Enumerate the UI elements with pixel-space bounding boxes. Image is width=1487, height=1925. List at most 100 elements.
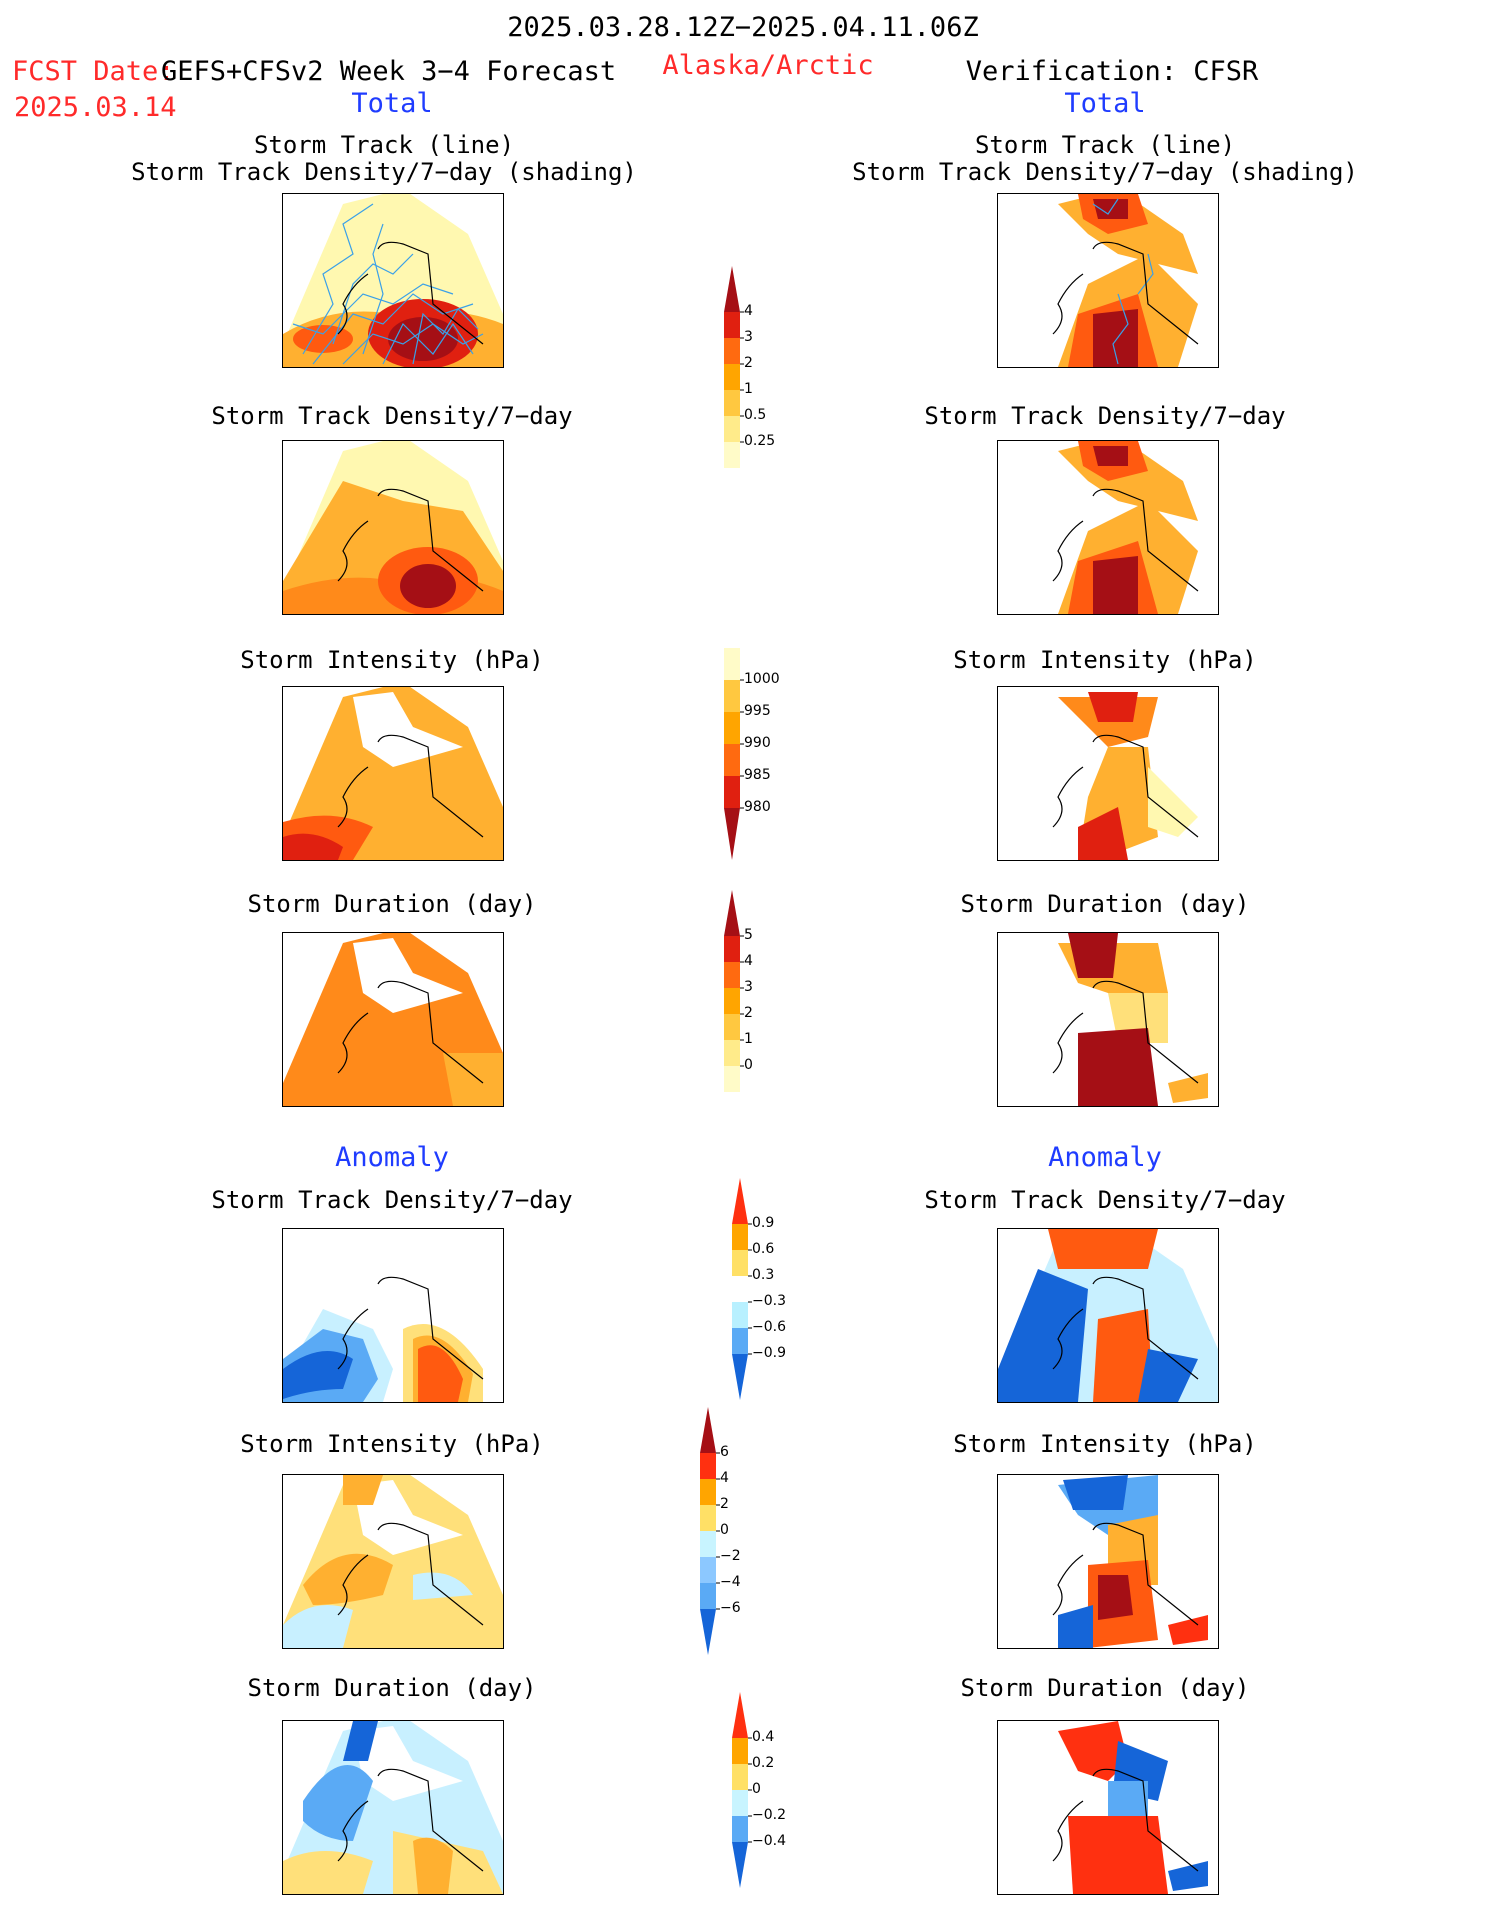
anom_intensity-segment	[700, 1609, 716, 1655]
intensity-segment	[724, 648, 740, 680]
title-intensity-right: Storm Intensity (hPa)	[953, 646, 1257, 674]
anom_duration-segment	[732, 1842, 748, 1888]
anom_density-segment	[732, 1354, 748, 1400]
total-label-right: Total	[1064, 88, 1146, 119]
density-tick-label: 0.25	[744, 433, 776, 449]
anom_duration-segment	[732, 1816, 748, 1842]
map-duration-verification	[997, 932, 1219, 1107]
anom_density-tick-label: 0.9	[752, 1215, 775, 1231]
anom_intensity-tick-label: 6	[720, 1444, 729, 1460]
anom_duration-tick-label: −0.4	[752, 1833, 786, 1849]
density-segment	[724, 416, 740, 442]
title-track-left: Storm Track (line) Storm Track Density/7−…	[131, 131, 637, 186]
intensity-segment	[724, 744, 740, 776]
anom_intensity-segment	[700, 1531, 716, 1557]
intensity-tick-label: 985	[744, 767, 771, 783]
density-segment	[724, 390, 740, 416]
anom_density-tick-label: 0.3	[752, 1267, 775, 1283]
intensity-segment	[724, 776, 740, 808]
anom_intensity-tick-label: 2	[720, 1496, 729, 1512]
title-density-left: Storm Track Density/7−day	[211, 402, 573, 430]
forecast-name: GEFS+CFSv2 Week 3−4 Forecast	[161, 56, 617, 87]
anom_intensity-tick-label: −2	[720, 1548, 741, 1564]
duration-segment	[724, 936, 740, 962]
duration-segment	[724, 962, 740, 988]
anom_density-segment	[732, 1302, 748, 1328]
density-segment	[724, 338, 740, 364]
anom_density-segment	[732, 1250, 748, 1276]
title-anom-density-right: Storm Track Density/7−day	[924, 1186, 1286, 1214]
map-anom-intensity-verification	[997, 1474, 1219, 1649]
density-tick-label: 0.5	[744, 407, 767, 423]
anom_intensity-segment	[700, 1479, 716, 1505]
fcst-date: 2025.03.14	[14, 92, 177, 123]
anom_duration-segment	[732, 1738, 748, 1764]
map-anom-density-forecast	[282, 1228, 504, 1403]
anom_duration-tick-label: 0	[752, 1781, 761, 1797]
density-tick-label: 3	[744, 329, 753, 345]
anom_intensity-segment	[700, 1407, 716, 1453]
density-segment	[724, 266, 740, 312]
duration-tick-label: 5	[744, 927, 753, 943]
anom_density-tick-label: −0.9	[752, 1345, 786, 1361]
anom_density-tick-label: −0.3	[752, 1293, 786, 1309]
anom_intensity-segment	[700, 1583, 716, 1609]
anomaly-label-left: Anomaly	[335, 1142, 449, 1173]
anom_density-segment	[732, 1276, 748, 1302]
title-duration-right: Storm Duration (day)	[960, 890, 1250, 918]
anom_duration-segment	[732, 1692, 748, 1738]
intensity-segment	[724, 712, 740, 744]
anom_intensity-tick-label: 0	[720, 1522, 729, 1538]
anom_intensity-tick-label: −4	[720, 1574, 741, 1590]
intensity-tick-label: 995	[744, 703, 771, 719]
duration-segment	[724, 890, 740, 936]
anomaly-label-right: Anomaly	[1048, 1142, 1162, 1173]
region-title: Alaska/Arctic	[662, 50, 874, 81]
title-duration-left: Storm Duration (day)	[247, 890, 537, 918]
anom_intensity-segment	[700, 1453, 716, 1479]
density-tick-label: 4	[744, 303, 753, 319]
period-title: 2025.03.28.12Z−2025.04.11.06Z	[507, 12, 979, 43]
anom_duration-tick-label: 0.2	[752, 1755, 775, 1771]
anom_intensity-segment	[700, 1505, 716, 1531]
anom_density-segment	[732, 1328, 748, 1354]
title-anom-intensity-left: Storm Intensity (hPa)	[240, 1430, 544, 1458]
anom_density-tick-label: −0.6	[752, 1319, 786, 1335]
duration-tick-label: 0	[744, 1057, 753, 1073]
verification-label: Verification: CFSR	[965, 56, 1259, 87]
map-track-forecast	[282, 193, 504, 368]
intensity-tick-label: 1000	[744, 671, 780, 687]
intensity-segment	[724, 680, 740, 712]
title-anom-intensity-right: Storm Intensity (hPa)	[953, 1430, 1257, 1458]
map-anom-duration-forecast	[282, 1720, 504, 1895]
density-segment	[724, 364, 740, 390]
anom_duration-tick-label: −0.2	[752, 1807, 786, 1823]
duration-tick-label: 2	[744, 1005, 753, 1021]
map-track-verification	[997, 193, 1219, 368]
duration-tick-label: 4	[744, 953, 753, 969]
anom_intensity-tick-label: 4	[720, 1470, 729, 1486]
intensity-tick-label: 980	[744, 799, 771, 815]
duration-tick-label: 1	[744, 1031, 753, 1047]
map-intensity-forecast	[282, 686, 504, 861]
duration-segment	[724, 988, 740, 1014]
map-density-verification	[997, 440, 1219, 615]
duration-segment	[724, 1040, 740, 1066]
title-anom-duration-left: Storm Duration (day)	[247, 1674, 537, 1702]
intensity-segment	[724, 808, 740, 860]
duration-segment	[724, 1014, 740, 1040]
anom_duration-segment	[732, 1764, 748, 1790]
map-density-forecast	[282, 440, 504, 615]
map-anom-intensity-forecast	[282, 1474, 504, 1649]
map-intensity-verification	[997, 686, 1219, 861]
anom_density-tick-label: 0.6	[752, 1241, 775, 1257]
anom_duration-segment	[732, 1790, 748, 1816]
map-anom-density-verification	[997, 1228, 1219, 1403]
anom_intensity-tick-label: −6	[720, 1600, 741, 1616]
anom_density-segment	[732, 1224, 748, 1250]
map-anom-duration-verification	[997, 1720, 1219, 1895]
density-tick-label: 1	[744, 381, 753, 397]
title-anom-duration-right: Storm Duration (day)	[960, 1674, 1250, 1702]
fcst-date-label: FCST Date:	[12, 56, 175, 87]
title-anom-density-left: Storm Track Density/7−day	[211, 1186, 573, 1214]
